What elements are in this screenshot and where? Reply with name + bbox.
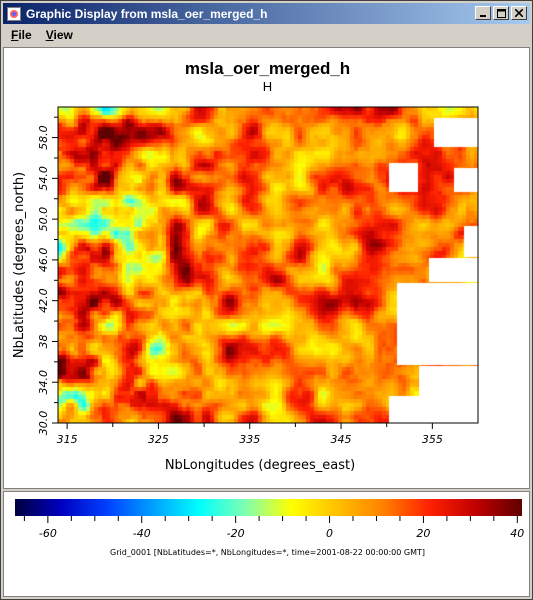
y-tick-label: 34.0 <box>37 370 50 395</box>
title-bar[interactable]: Graphic Display from msla_oer_merged_h <box>3 3 530 24</box>
grid-caption: Grid_0001 [NbLatitudes=*, NbLongitudes=*… <box>110 548 425 557</box>
y-tick-label: 54.0 <box>37 166 50 191</box>
colorbar-tick-label: -20 <box>227 527 245 540</box>
colorbar-tick-label: 20 <box>416 527 430 540</box>
y-tick-label: 58.0 <box>37 125 50 150</box>
menu-bar: File View <box>3 25 530 45</box>
plot-title: msla_oer_merged_h <box>184 59 351 78</box>
y-tick-label: 30.0 <box>37 411 50 436</box>
colorbar-gradient <box>15 499 522 516</box>
maximize-button[interactable] <box>493 6 509 20</box>
close-icon <box>515 9 523 17</box>
colorbar-tick-label: -40 <box>133 527 151 540</box>
colorbar-tick-label: 0 <box>326 527 333 540</box>
close-button[interactable] <box>511 6 527 20</box>
menu-view[interactable]: View <box>45 28 73 42</box>
x-tick-label: 325 <box>148 433 169 446</box>
legend-panel: -60 -40 -20 0 20 40 Grid_0001 [NbLatitudes=*,… <box>3 491 530 597</box>
menu-file[interactable]: File <box>11 28 32 42</box>
colorbar-tick-label: 40 <box>510 527 524 540</box>
app-icon <box>6 6 22 22</box>
plot-frame <box>57 106 479 424</box>
y-tick-label: 46.0 <box>37 248 50 273</box>
window-title: Graphic Display from msla_oer_merged_h <box>26 6 268 21</box>
x-tick-label: 315 <box>57 433 78 446</box>
plot-subtitle: H <box>262 79 273 94</box>
minimize-icon <box>480 15 486 17</box>
y-tick-label: 42.0 <box>37 288 50 313</box>
plot-panel: msla_oer_merged_h H 315 325 335 345 355 30.0… <box>3 47 530 489</box>
y-tick-label: 38 <box>37 334 50 348</box>
x-tick-label: 345 <box>331 433 352 446</box>
colorbar-tick-label: -60 <box>39 527 57 540</box>
x-tick-label: 335 <box>239 433 260 446</box>
y-tick-label: 50.0 <box>37 207 50 232</box>
colorbar: -60 -40 -20 0 20 40 <box>15 499 524 540</box>
map-axes: 315 325 335 345 355 30.0 34.0 38 42.0 46.0 50.0 54… <box>12 106 479 473</box>
minimize-button[interactable] <box>475 6 491 20</box>
x-tick-label: 355 <box>422 433 443 446</box>
maximize-icon <box>496 8 506 18</box>
y-axis-label: NbLatitudes (degrees_north) <box>12 172 27 358</box>
heatmap-canvas[interactable] <box>58 107 478 423</box>
x-axis-label: NbLongitudes (degrees_east) <box>165 458 355 473</box>
